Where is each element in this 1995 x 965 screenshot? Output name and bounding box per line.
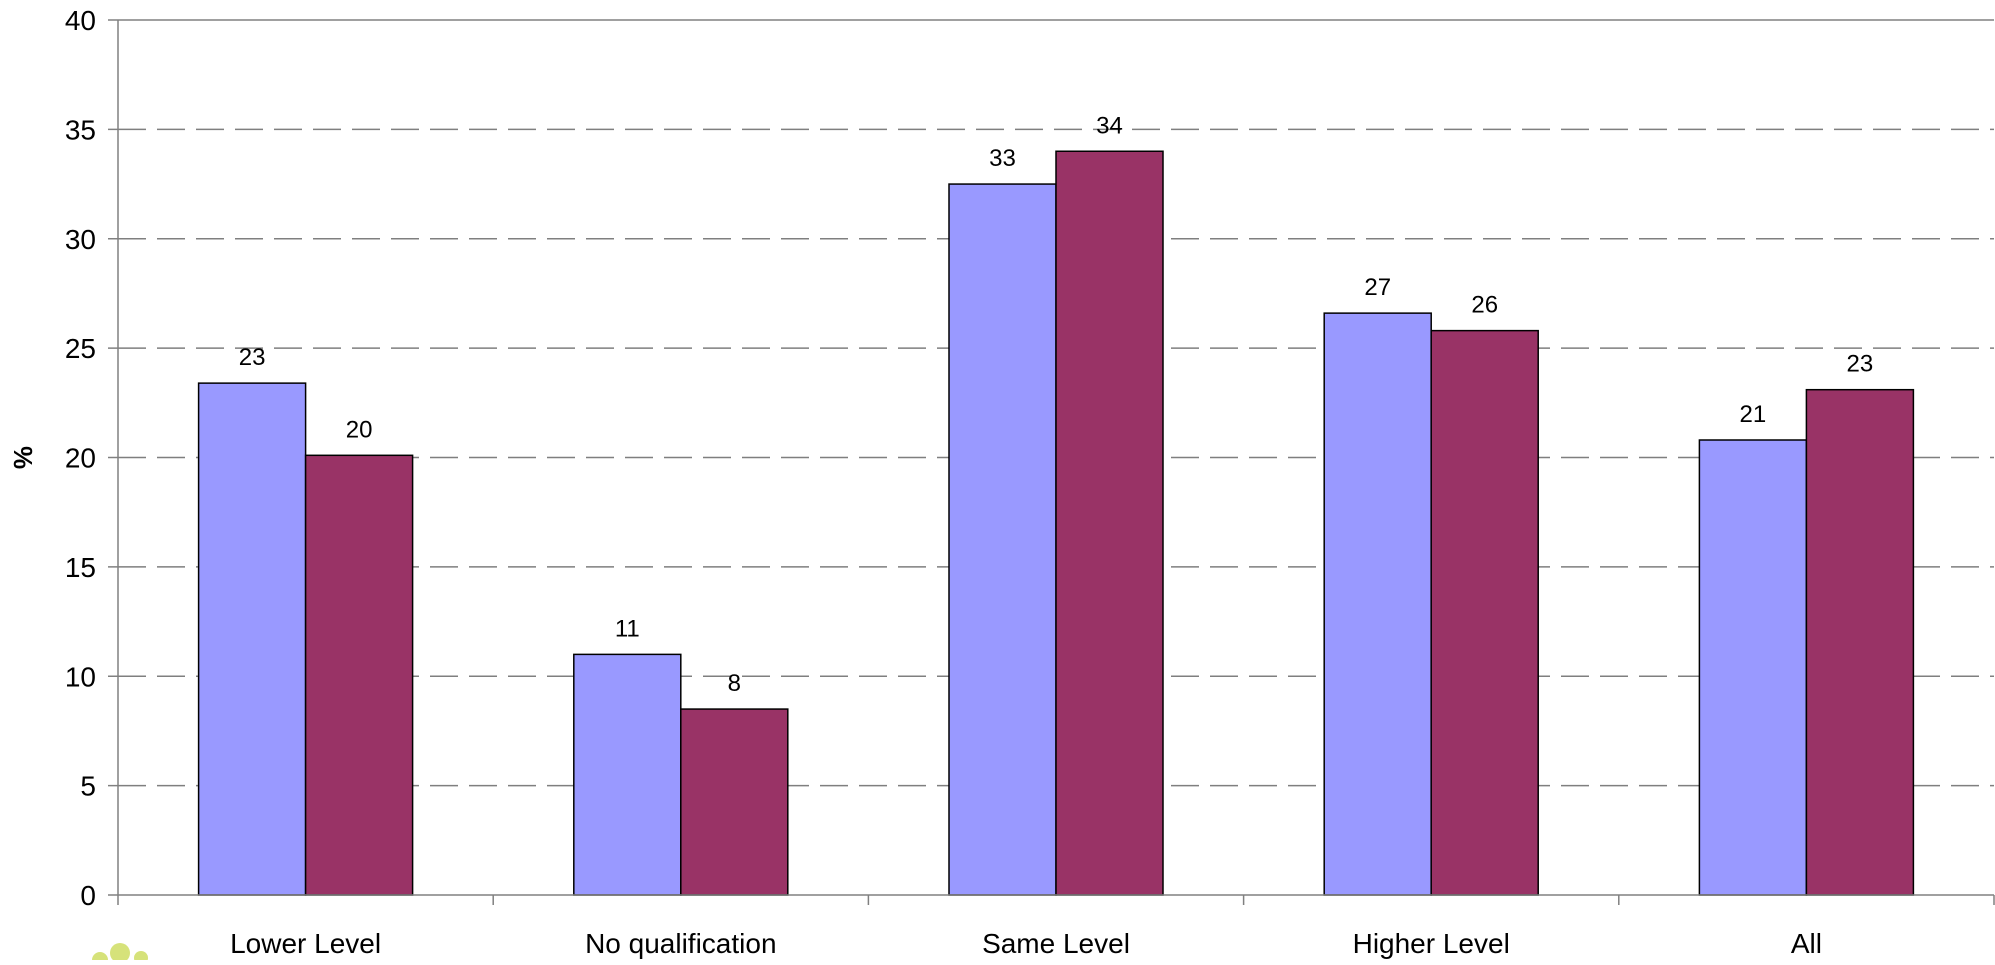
data-label: 23 <box>1847 351 1874 378</box>
y-tick-label: 30 <box>65 224 96 255</box>
bar <box>1055 150 1164 896</box>
y-axis-label: % <box>8 446 38 469</box>
data-label: 34 <box>1096 112 1123 139</box>
data-label: 8 <box>728 670 741 697</box>
y-tick-label: 20 <box>65 443 96 474</box>
labels: 23 20 11 8 33 34 27 26 21 23 0 5 10 15 20 25 30 35 40 Lower… <box>8 5 1873 959</box>
data-label: 27 <box>1364 274 1391 301</box>
bars <box>197 150 1915 896</box>
x-tick-label: No qualification <box>585 928 776 959</box>
bar <box>304 454 414 896</box>
bar <box>948 183 1057 896</box>
bar <box>1430 329 1539 896</box>
x-tick-label: Lower Level <box>230 928 381 959</box>
logo-dot <box>110 943 130 963</box>
y-tick-label: 0 <box>80 880 96 911</box>
y-tick-label: 15 <box>65 552 96 583</box>
logo-dot <box>134 951 148 965</box>
bar <box>197 382 307 896</box>
data-label: 23 <box>239 344 266 371</box>
y-tick-label: 5 <box>80 771 96 802</box>
bar <box>573 653 682 896</box>
bar <box>1698 439 1808 896</box>
data-label: 21 <box>1740 401 1767 428</box>
axes <box>108 19 1995 905</box>
y-tick-label: 35 <box>65 114 96 145</box>
data-label: 20 <box>346 416 373 443</box>
data-label: 11 <box>615 615 640 642</box>
x-tick-label: Higher Level <box>1353 928 1510 959</box>
y-tick-label: 40 <box>65 5 96 36</box>
y-tick-label: 25 <box>65 333 96 364</box>
x-tick-label: All <box>1791 928 1822 959</box>
bar <box>1323 312 1432 896</box>
data-label: 26 <box>1471 292 1498 319</box>
bar <box>680 708 789 896</box>
y-tick-label: 10 <box>65 661 96 692</box>
bar <box>1805 388 1915 896</box>
logo-fragment <box>92 943 148 965</box>
x-tick-label: Same Level <box>982 928 1130 959</box>
data-label: 33 <box>989 145 1016 172</box>
logo-dot <box>92 952 108 965</box>
